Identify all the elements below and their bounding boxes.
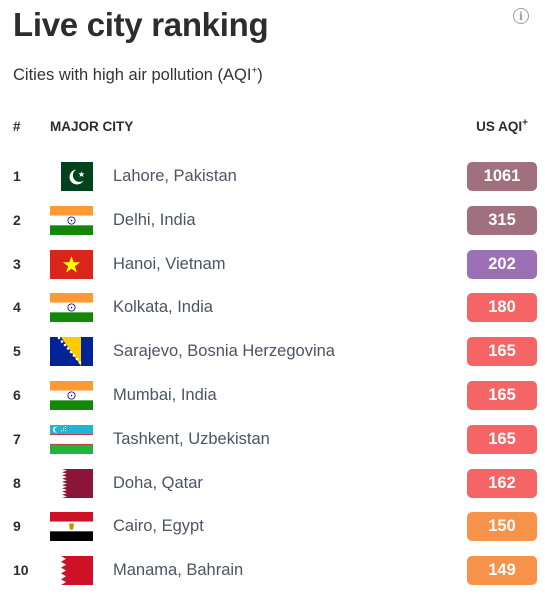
india-flag-icon[interactable] xyxy=(50,293,93,323)
row-rank: 10 xyxy=(13,562,29,579)
row-city-link[interactable]: Hanoi, Vietnam xyxy=(113,254,226,273)
aqi-badge: 150 xyxy=(467,512,537,542)
aqi-badge: 180 xyxy=(467,293,537,323)
india-flag-icon[interactable] xyxy=(50,380,93,410)
table-row[interactable]: 5 Sarajevo, Bosnia Herzegovina 165 xyxy=(0,330,545,374)
row-city-link[interactable]: Cairo, Egypt xyxy=(113,517,204,536)
row-rank: 2 xyxy=(13,211,21,228)
row-rank: 9 xyxy=(13,518,21,535)
aqi-badge: 165 xyxy=(467,380,537,410)
pakistan-flag-icon[interactable] xyxy=(50,162,93,191)
uzbekistan-flag-icon[interactable] xyxy=(50,424,93,454)
table-row[interactable]: 8 Doha, Qatar 162 xyxy=(0,462,545,506)
aqi-badge: 315 xyxy=(467,205,537,235)
table-row[interactable]: 9 Cairo, Egypt 150 xyxy=(0,505,545,549)
subtitle-superscript: + xyxy=(251,65,258,77)
subtitle-text: Cities with high air pollution (AQI xyxy=(13,66,252,84)
bosnia-flag-icon[interactable] xyxy=(50,337,93,367)
subtitle-end: ) xyxy=(257,66,263,84)
aqi-badge: 165 xyxy=(467,424,537,454)
bahrain-flag-icon[interactable] xyxy=(50,556,93,586)
row-city-link[interactable]: Mumbai, India xyxy=(113,385,217,404)
header-rank: # xyxy=(13,119,21,134)
table-row[interactable]: 7 Tashkent, Uzbekistan xyxy=(0,418,545,462)
table-row[interactable]: 1 Lahore, Pakistan 1061 xyxy=(0,155,545,199)
table-row[interactable]: 6 Mumbai, India 165 xyxy=(0,374,545,418)
aqi-badge: 149 xyxy=(467,556,537,586)
row-city-link[interactable]: Delhi, India xyxy=(113,210,196,229)
row-rank: 8 xyxy=(13,474,21,491)
row-city-link[interactable]: Doha, Qatar xyxy=(113,473,203,492)
table-row[interactable]: 10 Manama, Bahrain 149 xyxy=(0,549,545,593)
row-city-link[interactable]: Lahore, Pakistan xyxy=(113,167,237,185)
vietnam-flag-icon[interactable] xyxy=(50,249,93,279)
header-city: MAJOR CITY xyxy=(50,119,134,134)
header-aqi-label: US AQI xyxy=(476,119,523,134)
aqi-badge: 162 xyxy=(467,468,537,498)
india-flag-icon[interactable] xyxy=(50,205,93,235)
page-title: Live city ranking xyxy=(13,6,269,43)
row-city-link[interactable]: Sarajevo, Bosnia Herzegovina xyxy=(113,342,335,361)
header-aqi-superscript: + xyxy=(522,117,528,129)
aqi-badge: 1061 xyxy=(467,162,537,191)
page-subtitle: Cities with high air pollution (AQI+) xyxy=(13,66,263,85)
row-rank: 3 xyxy=(13,255,21,272)
table-row[interactable]: 3 Hanoi, Vietnam 202 xyxy=(0,243,545,287)
aqi-badge: 202 xyxy=(467,249,537,279)
header-aqi: US AQI+ xyxy=(476,117,528,134)
row-rank: 5 xyxy=(13,343,21,360)
egypt-flag-icon[interactable] xyxy=(50,512,93,542)
row-city-link[interactable]: Kolkata, India xyxy=(113,298,213,317)
aqi-badge: 165 xyxy=(467,337,537,367)
row-city-link[interactable]: Manama, Bahrain xyxy=(113,561,244,580)
info-icon[interactable]: i xyxy=(513,8,529,24)
row-city-link[interactable]: Tashkent, Uzbekistan xyxy=(113,429,270,448)
table-row[interactable]: 4 Kolkata, India 180 xyxy=(0,286,545,330)
row-rank: 4 xyxy=(13,299,21,316)
table-row[interactable]: 2 Delhi, India 315 xyxy=(0,199,545,243)
row-rank: 7 xyxy=(13,430,21,447)
row-rank: 6 xyxy=(13,386,21,403)
ranking-list: 1 Lahore, Pakistan 1061 2 Delhi, India xyxy=(0,155,545,593)
qatar-flag-icon[interactable] xyxy=(50,468,93,498)
row-rank: 1 xyxy=(13,168,21,184)
table-header: # MAJOR CITY US AQI+ xyxy=(0,117,545,137)
